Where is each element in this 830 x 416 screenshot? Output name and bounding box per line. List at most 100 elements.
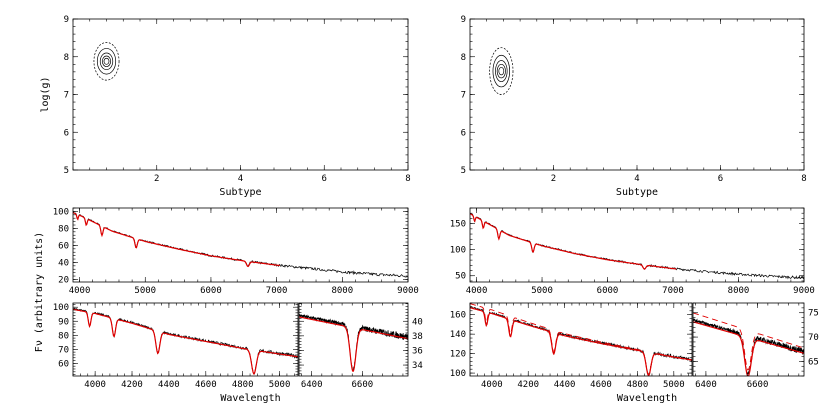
left-full-spectrum-xtick-label: 7000 xyxy=(266,286,288,296)
right-halpha-detail-ytick-label: 75 xyxy=(808,309,819,319)
left-blue-detail-ytick-label: 100 xyxy=(53,303,69,313)
left-halpha-detail-frame xyxy=(298,302,409,377)
right-full-spectrum-xtick-label: 8000 xyxy=(728,286,750,296)
right-blue-detail-frame xyxy=(469,302,693,377)
left-blue-detail-xtick-label: 5000 xyxy=(269,380,291,390)
right-contour-xtick-label: 2 xyxy=(551,174,556,184)
right-blue-detail-alt-model-series xyxy=(470,303,692,376)
right-full-spectrum-model-series xyxy=(470,213,677,270)
right-blue-detail-panel: 4000 4200 4400 4600 4800 5000 100 120 140 160 Wave… xyxy=(450,302,693,404)
left-full-spectrum-ytick-label: 100 xyxy=(53,207,69,217)
left-halpha-detail-ytick-label: 40 xyxy=(412,317,423,327)
left-blue-detail-xlabel: Wavelength xyxy=(220,393,280,404)
left-contour-contour-level xyxy=(96,48,117,75)
left-full-spectrum-observed-series xyxy=(73,211,408,278)
left-contour-xlabel: Subtype xyxy=(219,187,261,198)
right-halpha-detail-panel: 6400 6600 65 70 75 xyxy=(692,302,819,390)
left-full-spectrum-model-series xyxy=(73,212,280,268)
right-contour-xlabel: Subtype xyxy=(616,187,658,198)
left-contour-ytick-label: 9 xyxy=(64,15,69,25)
right-halpha-detail-ytick-label: 65 xyxy=(808,357,819,367)
right-contour-ytick-label: 9 xyxy=(461,15,466,25)
right-halpha-detail-observed-series xyxy=(693,318,804,375)
right-contour-xtick-label: 6 xyxy=(718,174,723,184)
left-contour-xtick-label: 8 xyxy=(405,174,410,184)
left-halpha-detail-ytick-label: 38 xyxy=(412,332,423,342)
left-halpha-detail-panel: 6400 6600 34 36 38 40 xyxy=(298,302,423,390)
left-halpha-detail-model-series xyxy=(299,316,408,372)
left-contour-panel: 2 4 6 8 5 6 7 8 9 Subtype log(g) xyxy=(40,15,411,198)
left-contour-ylabel: log(g) xyxy=(40,76,51,112)
right-blue-detail-xtick-label: 4800 xyxy=(627,380,649,390)
left-blue-detail-ytick-label: 80 xyxy=(58,331,69,341)
shared-flux-ylabel: Fν (arbitrary units) xyxy=(34,232,45,352)
left-full-spectrum-xtick-label: 8000 xyxy=(331,286,353,296)
right-halpha-detail-xtick-label: 6400 xyxy=(695,380,717,390)
left-blue-detail-ytick-label: 60 xyxy=(58,359,69,369)
right-contour-contour-level xyxy=(496,63,506,79)
left-contour-xtick-label: 2 xyxy=(154,174,159,184)
right-full-spectrum-xtick-label: 7000 xyxy=(662,286,684,296)
right-full-spectrum-observed-series xyxy=(470,212,804,280)
right-contour-panel: 2 4 6 8 5 6 7 8 9 Subtype xyxy=(461,15,807,198)
left-full-spectrum-ytick-label: 60 xyxy=(58,241,69,251)
left-contour-ytick-label: 8 xyxy=(64,53,69,63)
left-full-spectrum-ytick-label: 80 xyxy=(58,224,69,234)
right-contour-contour-level xyxy=(498,66,505,76)
right-blue-detail-ytick-label: 160 xyxy=(450,311,466,321)
left-full-spectrum-xtick-label: 4000 xyxy=(69,286,91,296)
left-contour-xtick-label: 4 xyxy=(238,174,243,184)
left-contour-contour-level xyxy=(103,57,110,65)
right-contour-xtick-label: 4 xyxy=(634,174,639,184)
left-blue-detail-xtick-label: 4600 xyxy=(195,380,217,390)
left-contour-ytick-label: 7 xyxy=(64,91,69,101)
right-contour-ytick-label: 5 xyxy=(461,166,466,176)
right-contour-frame xyxy=(469,18,805,171)
left-halpha-detail-ytick-label: 36 xyxy=(412,346,423,356)
right-full-spectrum-ytick-label: 50 xyxy=(455,272,466,282)
right-contour-xtick-label: 8 xyxy=(801,174,806,184)
left-full-spectrum-ytick-label: 40 xyxy=(58,258,69,268)
left-blue-detail-model-series xyxy=(73,308,298,375)
left-full-spectrum-panel: 4000 5000 6000 7000 8000 9000 20 40 60 80 100 xyxy=(53,207,419,296)
left-blue-detail-xtick-label: 4200 xyxy=(121,380,143,390)
right-contour-contour-level xyxy=(492,54,511,88)
right-blue-detail-xlabel: Wavelength xyxy=(617,393,677,404)
right-blue-detail-xtick-label: 4600 xyxy=(590,380,612,390)
right-blue-detail-xtick-label: 4400 xyxy=(554,380,576,390)
right-full-spectrum-panel: 4000 5000 6000 7000 8000 9000 50 100 150 xyxy=(450,207,815,296)
right-blue-detail-ytick-label: 120 xyxy=(450,350,466,360)
right-blue-detail-xtick-label: 4000 xyxy=(481,380,503,390)
left-blue-detail-observed-series xyxy=(73,307,298,375)
right-full-spectrum-xtick-label: 5000 xyxy=(531,286,553,296)
right-blue-detail-xtick-label: 4200 xyxy=(517,380,539,390)
left-contour-ytick-label: 6 xyxy=(64,128,69,138)
right-halpha-detail-model-series xyxy=(693,321,804,376)
left-blue-detail-panel: 4000 4200 4400 4600 4800 5000 60 70 80 90 100 Wavel… xyxy=(53,302,299,404)
right-halpha-detail-frame xyxy=(692,302,805,377)
left-blue-detail-xtick-label: 4400 xyxy=(158,380,180,390)
right-contour-contour-level xyxy=(489,47,514,95)
right-contour-ytick-label: 7 xyxy=(461,91,466,101)
right-contour-ytick-label: 8 xyxy=(461,53,466,63)
right-halpha-detail-alt-model-series xyxy=(693,312,804,371)
left-contour-xtick-label: 6 xyxy=(322,174,327,184)
left-contour-contour-level xyxy=(93,42,120,81)
left-full-spectrum-frame xyxy=(72,207,409,283)
right-contour-ytick-label: 6 xyxy=(461,128,466,138)
right-blue-detail-model-series xyxy=(470,307,692,376)
left-full-spectrum-xtick-label: 6000 xyxy=(200,286,222,296)
right-full-spectrum-frame xyxy=(469,207,805,283)
right-blue-detail-ytick-label: 100 xyxy=(450,369,466,379)
left-blue-detail-ytick-label: 90 xyxy=(58,317,69,327)
left-full-spectrum-xtick-label: 9000 xyxy=(397,286,419,296)
left-full-spectrum-xtick-label: 5000 xyxy=(134,286,156,296)
left-contour-frame xyxy=(72,18,409,171)
right-full-spectrum-ytick-label: 150 xyxy=(450,220,466,230)
right-blue-detail-xtick-label: 5000 xyxy=(663,380,685,390)
left-blue-detail-frame xyxy=(72,302,299,377)
right-halpha-detail-ytick-label: 70 xyxy=(808,333,819,343)
left-blue-detail-xtick-label: 4000 xyxy=(84,380,106,390)
left-contour-ytick-label: 5 xyxy=(64,166,69,176)
